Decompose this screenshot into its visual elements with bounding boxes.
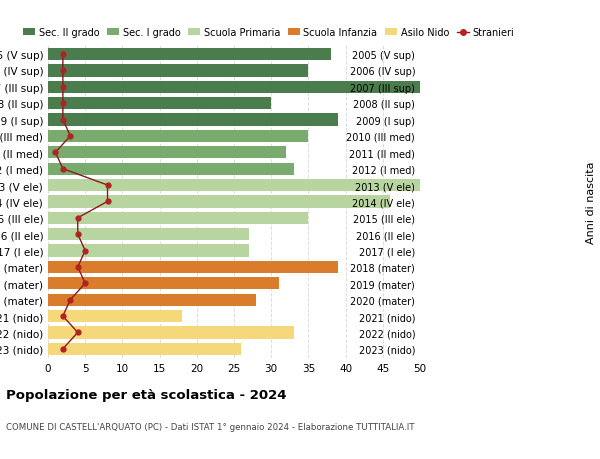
Legend: Sec. II grado, Sec. I grado, Scuola Primaria, Scuola Infanzia, Asilo Nido, Stran: Sec. II grado, Sec. I grado, Scuola Prim… bbox=[23, 28, 514, 38]
Text: Popolazione per età scolastica - 2024: Popolazione per età scolastica - 2024 bbox=[6, 388, 287, 401]
Bar bbox=[48, 294, 256, 306]
Bar bbox=[48, 49, 331, 61]
Bar bbox=[48, 245, 249, 257]
Bar bbox=[48, 196, 390, 208]
Bar bbox=[48, 114, 338, 126]
Bar bbox=[48, 278, 278, 290]
Bar bbox=[48, 343, 241, 355]
Bar bbox=[48, 65, 308, 78]
Bar bbox=[48, 130, 308, 143]
Bar bbox=[48, 98, 271, 110]
Bar bbox=[48, 163, 293, 175]
Bar bbox=[48, 212, 308, 224]
Text: Anni di nascita: Anni di nascita bbox=[586, 161, 596, 243]
Text: COMUNE DI CASTELL'ARQUATO (PC) - Dati ISTAT 1° gennaio 2024 - Elaborazione TUTTI: COMUNE DI CASTELL'ARQUATO (PC) - Dati IS… bbox=[6, 422, 415, 431]
Bar bbox=[48, 147, 286, 159]
Bar bbox=[48, 229, 249, 241]
Bar bbox=[48, 310, 182, 323]
Bar bbox=[48, 261, 338, 274]
Bar bbox=[48, 179, 420, 192]
Bar bbox=[48, 81, 420, 94]
Bar bbox=[48, 326, 293, 339]
